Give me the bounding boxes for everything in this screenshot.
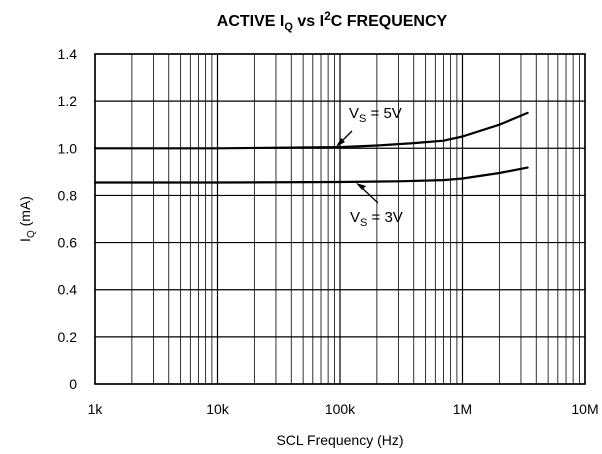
y-tick-label: 0.4 [58, 282, 78, 298]
x-tick-label: 10k [206, 401, 230, 417]
series-3v-label: VS = 3V [350, 209, 403, 229]
y-tick-label: 0 [69, 376, 77, 392]
y-tick-label: 1.0 [58, 140, 78, 156]
series-5v-line [93, 111, 529, 150]
series-3v-line [93, 166, 529, 184]
x-tick-label: 100k [325, 401, 356, 417]
y-tick-label: 1.4 [58, 46, 78, 62]
x-axis-label: SCL Frequency (Hz) [276, 432, 403, 448]
chart-title: ACTIVE IQ vs I2C FREQUENCY [217, 9, 448, 33]
y-axis-label: IQ (mA) [17, 196, 37, 242]
series-5v-label: VS = 5V [349, 105, 402, 125]
minor-grid [131, 54, 580, 384]
plot-frame [94, 53, 586, 385]
series-lines [93, 111, 529, 184]
y-tick-label: 0.6 [58, 235, 78, 251]
tick-labels: 1k 10k 100k 1M 10M 0 0.2 0.4 0.6 0.8 1.0 1.2 1.4 [58, 46, 599, 417]
x-tick-label: 10M [571, 401, 598, 417]
x-tick-label: 1M [453, 401, 472, 417]
y-tick-label: 1.2 [58, 93, 78, 109]
series-5v-arrowhead [336, 138, 345, 147]
y-tick-label: 0.8 [58, 187, 78, 203]
x-tick-label: 1k [88, 401, 104, 417]
series-3v-pointer [360, 186, 379, 204]
series-3v-arrowhead [356, 183, 366, 190]
y-tick-label: 0.2 [58, 329, 78, 345]
